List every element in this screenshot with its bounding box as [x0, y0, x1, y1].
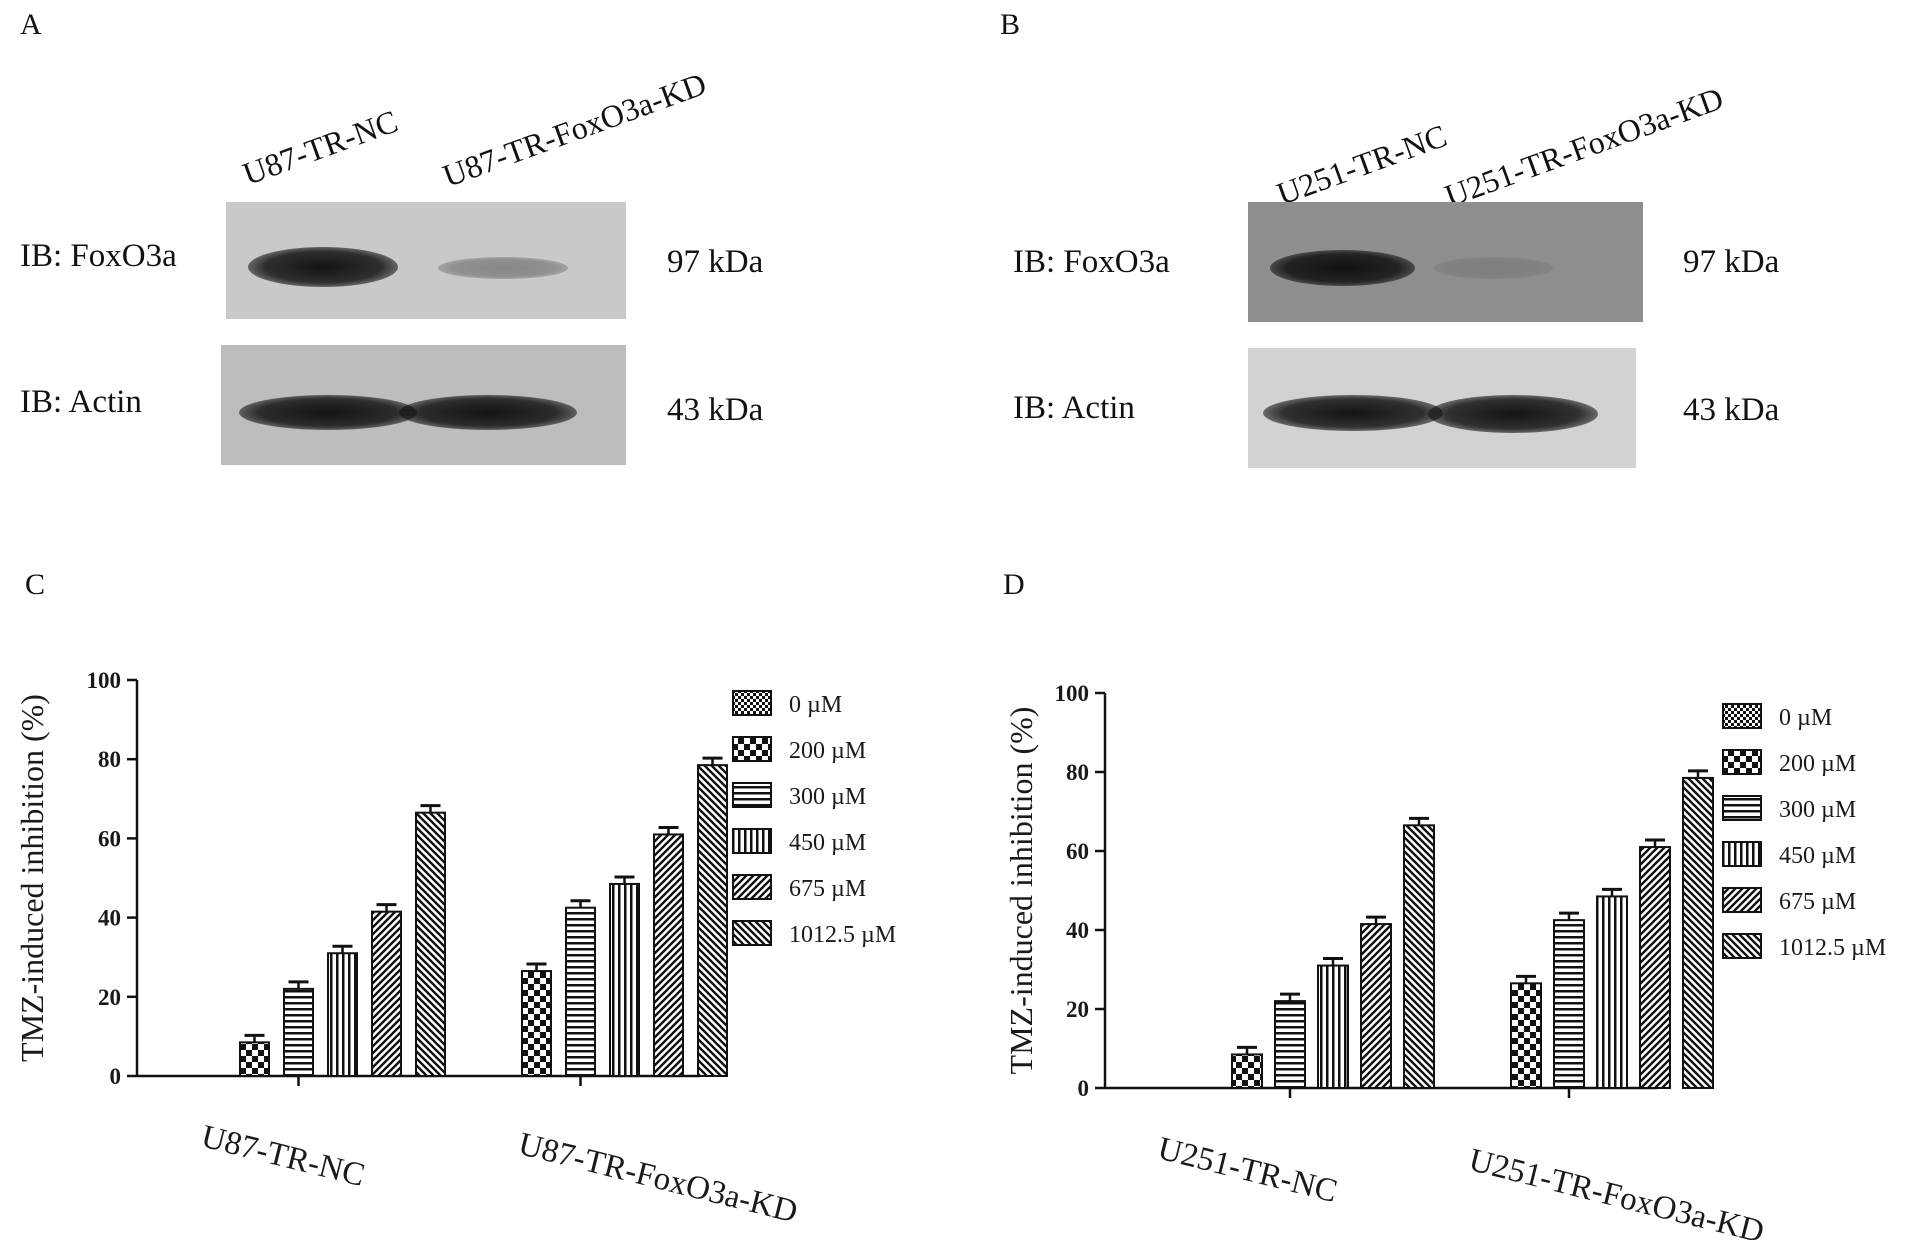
blot-size-a-foxo3a: 97 kDa [667, 244, 764, 280]
legend-swatch [1722, 887, 1762, 913]
y-axis-label: TMZ-induced inhibition (%) [1003, 707, 1039, 1075]
blot-label-b-actin: IB: Actin [1013, 390, 1135, 426]
legend-swatch [1722, 933, 1762, 959]
y-tick-label: 100 [1055, 681, 1090, 706]
blot-size-b-foxo3a: 97 kDa [1683, 244, 1780, 280]
y-tick-label: 20 [98, 985, 121, 1010]
legend-label: 675 µM [789, 876, 866, 902]
legend-label: 200 µM [789, 738, 866, 764]
y-tick-label: 80 [1066, 760, 1089, 785]
blot-size-b-actin: 43 kDa [1683, 392, 1780, 428]
legend-swatch [732, 920, 772, 946]
legend-label: 1012.5 µM [789, 922, 896, 948]
legend-label: 450 µM [1779, 843, 1856, 869]
bar [565, 906, 596, 1078]
panel-letter-d: D [1003, 568, 1025, 601]
legend-swatch [1722, 749, 1762, 775]
bar [521, 970, 552, 1077]
lane-label-b2: U251-TR-FoxO3a-KD [1440, 79, 1728, 214]
blot-band [248, 247, 398, 287]
legend-swatch [732, 828, 772, 854]
blot-band [1270, 250, 1415, 286]
y-tick-label: 60 [98, 826, 121, 851]
chart-c: 0 20 40 60 80 100 TMZ-induced inhibition (%) U8… [14, 668, 896, 1230]
blot-band [239, 395, 417, 430]
blot-band [1428, 395, 1598, 433]
panel-letter-b: B [1000, 8, 1021, 41]
y-tick-label: 80 [98, 747, 121, 772]
legend-label: 675 µM [1779, 889, 1856, 915]
bar [283, 987, 314, 1078]
blot-band [1433, 257, 1553, 279]
blot-label-a-foxo3a: IB: FoxO3a [20, 238, 177, 274]
blot-image-a-actin [221, 345, 626, 465]
legend-label: 300 µM [789, 784, 866, 810]
bar [1553, 919, 1585, 1089]
blot-label-b-foxo3a: IB: FoxO3a [1013, 244, 1170, 280]
x-category-label: U251-TR-FoxO3a-KD [1465, 1142, 1767, 1240]
y-tick-label: 0 [110, 1064, 122, 1089]
blot-size-a-actin: 43 kDa [667, 392, 764, 428]
y-tick-label: 60 [1066, 839, 1089, 864]
y-tick-label: 40 [1066, 918, 1089, 943]
x-category-label: U87-TR-NC [198, 1119, 369, 1194]
blot-image-a-foxo3a [226, 202, 626, 319]
bar [1639, 846, 1671, 1089]
blot-image-b-actin [1248, 348, 1636, 468]
blot-band [1263, 395, 1443, 431]
bar [415, 811, 446, 1077]
blot-band [399, 395, 577, 430]
lane-label-a2: U87-TR-FoxO3a-KD [438, 65, 711, 194]
bar [1510, 982, 1542, 1090]
y-tick-label: 40 [98, 906, 121, 931]
bar [697, 764, 728, 1077]
lane-label-b1: U251-TR-NC [1272, 117, 1452, 212]
legend-swatch [1722, 703, 1762, 729]
y-tick-label: 20 [1066, 997, 1089, 1022]
bar [1682, 776, 1714, 1090]
panel-letter-c: C [25, 568, 46, 601]
bar [1274, 1000, 1306, 1090]
bar [1403, 824, 1435, 1089]
bar [609, 882, 640, 1077]
bar [1360, 923, 1392, 1090]
x-category-label: U87-TR-FoxO3a-KD [515, 1126, 801, 1230]
legend-swatch [1722, 841, 1762, 867]
legend-label: 0 µM [1779, 705, 1832, 731]
legend-label: 450 µM [789, 830, 866, 856]
legend-swatch [732, 690, 772, 716]
bar [653, 833, 684, 1077]
legend-swatch [732, 782, 772, 808]
x-category-label: U251-TR-NC [1154, 1131, 1341, 1210]
legend-swatch [732, 874, 772, 900]
blot-band [438, 257, 568, 279]
bar [239, 1041, 270, 1077]
bar [327, 952, 358, 1077]
bar [1317, 964, 1349, 1089]
y-tick-label: 0 [1078, 1076, 1090, 1101]
lane-label-a1: U87-TR-NC [238, 102, 403, 192]
y-tick-label: 100 [87, 668, 122, 693]
blot-label-a-actin: IB: Actin [20, 384, 142, 420]
legend-label: 1012.5 µM [1779, 935, 1886, 961]
bar [1231, 1053, 1263, 1089]
y-axis-label: TMZ-induced inhibition (%) [14, 694, 50, 1062]
chart-d: 0 20 40 60 80 100 TMZ-induced inhibition (%) U2… [1003, 681, 1886, 1240]
panel-letter-a: A [20, 8, 42, 41]
legend-label: 300 µM [1779, 797, 1856, 823]
legend-swatch [1722, 795, 1762, 821]
legend-label: 200 µM [1779, 751, 1856, 777]
legend-swatch [732, 736, 772, 762]
legend-label: 0 µM [789, 692, 842, 718]
blot-image-b-foxo3a [1248, 202, 1643, 322]
bar [1596, 895, 1628, 1089]
bar [371, 910, 402, 1077]
